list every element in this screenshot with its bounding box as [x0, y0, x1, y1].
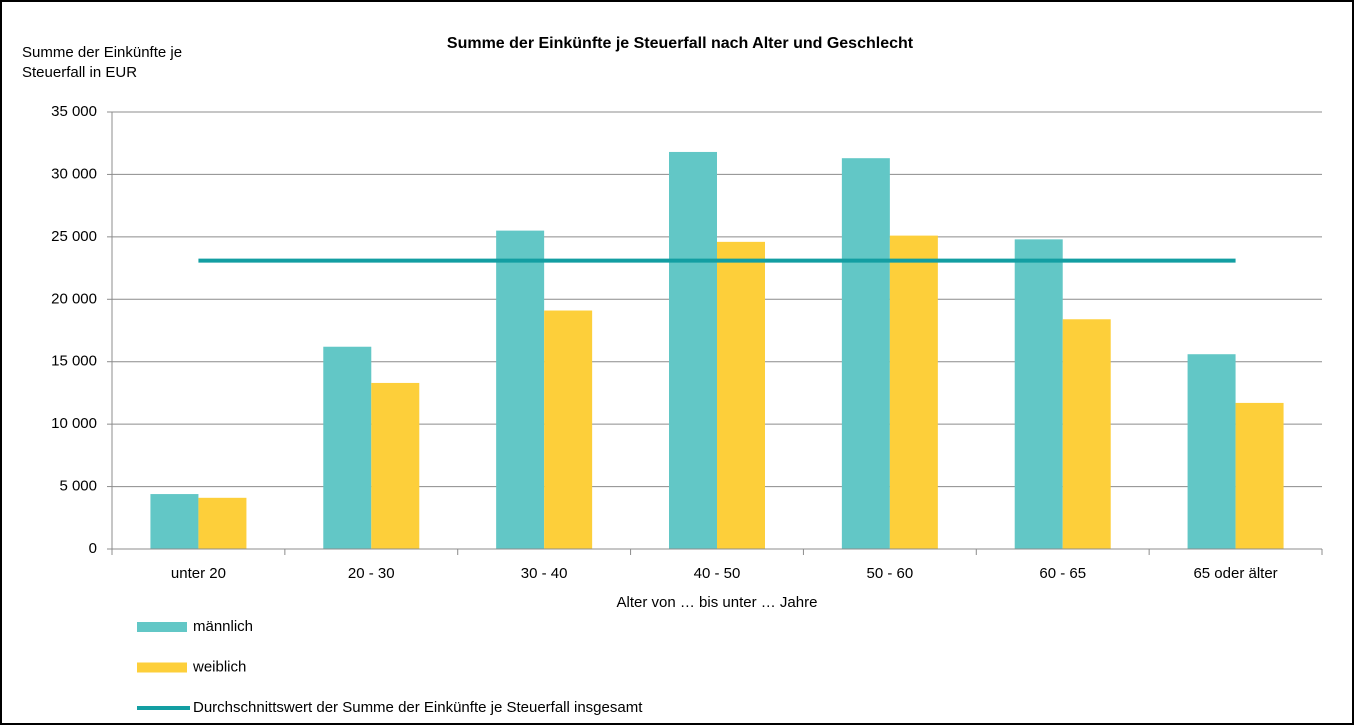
legend-swatch — [137, 662, 187, 673]
bar — [323, 346, 372, 549]
legend-label: männlich — [193, 618, 253, 635]
y-tick-label: 10 000 — [51, 415, 97, 432]
bar — [669, 151, 717, 549]
x-tick-label: 50 - 60 — [867, 565, 914, 582]
bar — [371, 382, 420, 549]
y-tick-label: 0 — [89, 540, 97, 557]
legend-label: weiblich — [192, 658, 246, 675]
bar — [496, 230, 545, 549]
x-tick-label: 30 - 40 — [521, 565, 568, 582]
legend-label: Durchschnittswert der Summe der Einkünft… — [193, 699, 643, 716]
y-tick-label: 5 000 — [59, 478, 97, 495]
bar — [1062, 319, 1111, 549]
y-axis-title: Steuerfall in EUR — [22, 64, 137, 81]
bar — [1187, 354, 1236, 549]
y-tick-label: 15 000 — [51, 353, 97, 370]
bar — [198, 497, 247, 549]
bar — [1014, 239, 1063, 549]
y-tick-label: 20 000 — [51, 290, 97, 307]
y-tick-label: 35 000 — [51, 103, 97, 120]
bar — [1235, 402, 1284, 549]
bar — [150, 494, 199, 549]
chart-title: Summe der Einkünfte je Steuerfall nach A… — [447, 35, 914, 52]
legend-swatch — [137, 622, 187, 632]
x-tick-label: 20 - 30 — [348, 565, 395, 582]
x-tick-label: unter 20 — [171, 565, 226, 582]
x-tick-label: 40 - 50 — [694, 565, 741, 582]
bar — [889, 235, 938, 549]
x-tick-label: 65 oder älter — [1193, 565, 1277, 582]
bar — [544, 310, 593, 549]
x-tick-label: 60 - 65 — [1039, 565, 1086, 582]
y-tick-label: 25 000 — [51, 228, 97, 245]
y-axis-title: Summe der Einkünfte je — [22, 44, 182, 61]
bar — [841, 158, 890, 549]
x-axis-title: Alter von … bis unter … Jahre — [617, 594, 818, 611]
y-tick-label: 30 000 — [51, 165, 97, 182]
bar — [717, 241, 765, 549]
